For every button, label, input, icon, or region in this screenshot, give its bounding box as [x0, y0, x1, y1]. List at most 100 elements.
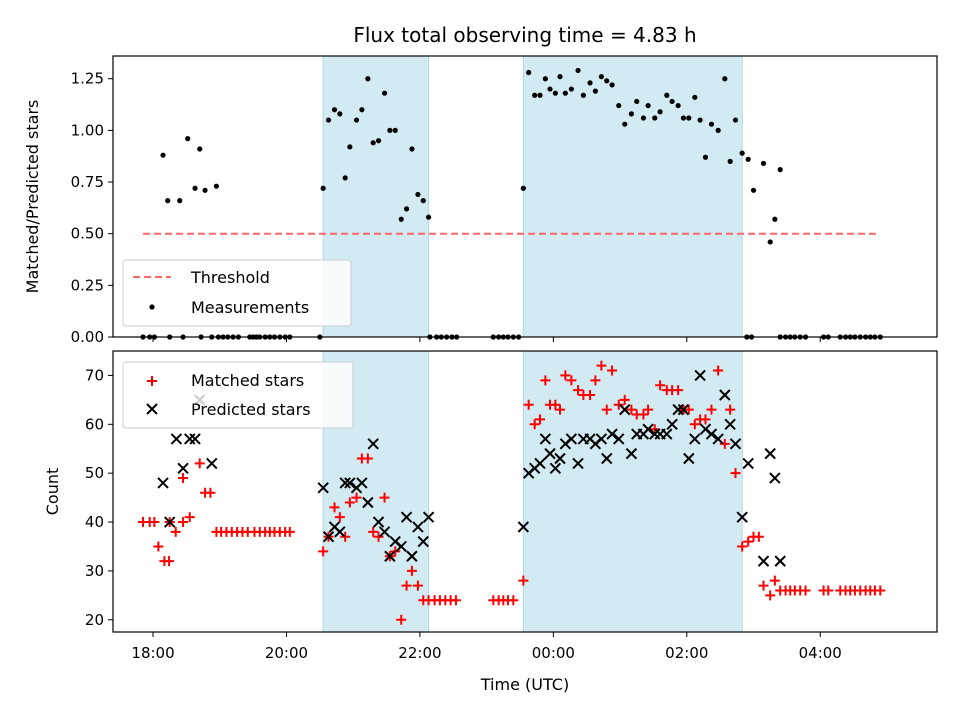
predicted-star-point	[677, 403, 690, 416]
measurement-point	[537, 92, 543, 98]
matched-star-point	[769, 575, 780, 586]
measurement-point	[381, 90, 388, 96]
matched-star-point	[765, 590, 776, 601]
matched-star-point	[596, 360, 607, 371]
measurement-point	[197, 146, 203, 152]
measurement-point	[634, 98, 640, 105]
x-tick-label: 18:00	[131, 644, 174, 662]
matched-star-point	[396, 614, 407, 625]
measurement-point	[568, 86, 574, 92]
legend-predicted-label: Predicted stars	[191, 400, 311, 419]
matched-star-point	[655, 380, 666, 391]
measurement-point	[420, 198, 426, 204]
matched-star-point	[401, 580, 412, 591]
measurement-point	[767, 239, 773, 245]
y-tick-label: 60	[85, 415, 104, 433]
predicted-star-point	[344, 477, 356, 489]
y-tick-label: 20	[85, 611, 104, 629]
y-tick-label: 40	[85, 513, 104, 531]
measurement-point	[562, 90, 568, 96]
measurement-point	[732, 117, 739, 123]
legend-measurement-label: Measurements	[191, 298, 309, 317]
matched-star-point	[318, 546, 329, 557]
predicted-star-point	[189, 433, 201, 445]
matched-star-point	[518, 575, 529, 586]
measurement-point	[580, 92, 586, 98]
predicted-star-point	[534, 457, 546, 470]
matched-star-point	[573, 385, 584, 396]
matched-star-point	[626, 404, 637, 415]
y-tick-label: 1.25	[71, 70, 104, 88]
measurement-point	[192, 185, 198, 191]
measurement-point	[609, 82, 615, 88]
predicted-star-point	[705, 428, 718, 440]
measurement-point	[652, 115, 658, 121]
measurement-point	[686, 115, 692, 121]
matched-star-point	[344, 497, 355, 508]
measurement-point	[715, 127, 721, 133]
y-tick-label: 0.50	[71, 225, 104, 243]
legend-threshold-label: Threshold	[190, 268, 270, 287]
matched-star-point	[529, 419, 540, 430]
measurement-point	[727, 158, 733, 164]
predicted-star-point	[724, 418, 736, 431]
measurement-point	[425, 214, 432, 220]
measurement-point	[409, 146, 415, 152]
matched-star-point	[508, 595, 519, 606]
predicted-star-point	[339, 477, 351, 489]
matched-star-point	[683, 404, 694, 415]
predicted-star-point	[184, 433, 196, 445]
measurement-point	[532, 92, 538, 98]
predicted-star-point	[206, 457, 218, 470]
predicted-star-point	[769, 472, 781, 484]
matched-star-point	[178, 473, 189, 484]
y-tick-label: 50	[85, 464, 104, 482]
predicted-star-point	[619, 403, 631, 416]
matched-star-point	[725, 404, 736, 415]
y-tick-label: 30	[85, 562, 104, 580]
measurement-point	[664, 92, 670, 98]
matched-star-point	[164, 556, 175, 567]
predicted-star-point	[406, 550, 418, 562]
predicted-star-point	[764, 447, 776, 460]
matched-star-point	[550, 399, 561, 410]
matched-star-point	[450, 595, 461, 606]
y-axis-label: Count	[43, 468, 62, 516]
measurement-point	[739, 150, 745, 156]
predicted-star-point	[565, 433, 578, 445]
measurement-point	[165, 198, 171, 204]
measurement-point	[604, 78, 610, 84]
measurement-point	[365, 76, 371, 82]
predicted-star-point	[317, 482, 329, 494]
measurement-point	[592, 88, 598, 94]
measurement-point	[177, 198, 183, 204]
legend-measurement-swatch	[149, 304, 155, 310]
y-axis-label: Matched/Predicted stars	[23, 100, 42, 294]
predicted-star-point	[666, 418, 678, 431]
measurement-point	[359, 107, 365, 113]
predicted-star-point	[729, 438, 742, 450]
measurement-point	[160, 152, 166, 158]
measurement-point	[760, 160, 767, 167]
measurement-point	[337, 111, 343, 117]
measurement-point	[353, 117, 360, 123]
matched-star-point	[406, 565, 417, 576]
matched-star-point	[540, 375, 551, 386]
matched-star-point	[800, 585, 811, 596]
matched-star-point	[585, 389, 596, 400]
matched-star-point	[737, 541, 748, 552]
matched-star-point	[334, 512, 345, 523]
x-tick-label: 00:00	[532, 644, 575, 662]
matched-star-point	[284, 526, 295, 537]
matched-star-point	[643, 404, 654, 415]
matched-star-point	[601, 404, 612, 415]
predicted-star-point	[539, 433, 552, 445]
matched-star-point	[340, 531, 351, 542]
measurement-point	[547, 86, 553, 92]
predicted-star-point	[642, 423, 654, 435]
measurement-point	[702, 154, 709, 160]
measurement-point	[526, 69, 532, 76]
measurement-point	[692, 94, 698, 100]
measurement-point	[387, 127, 393, 133]
measurement-point	[772, 216, 778, 222]
